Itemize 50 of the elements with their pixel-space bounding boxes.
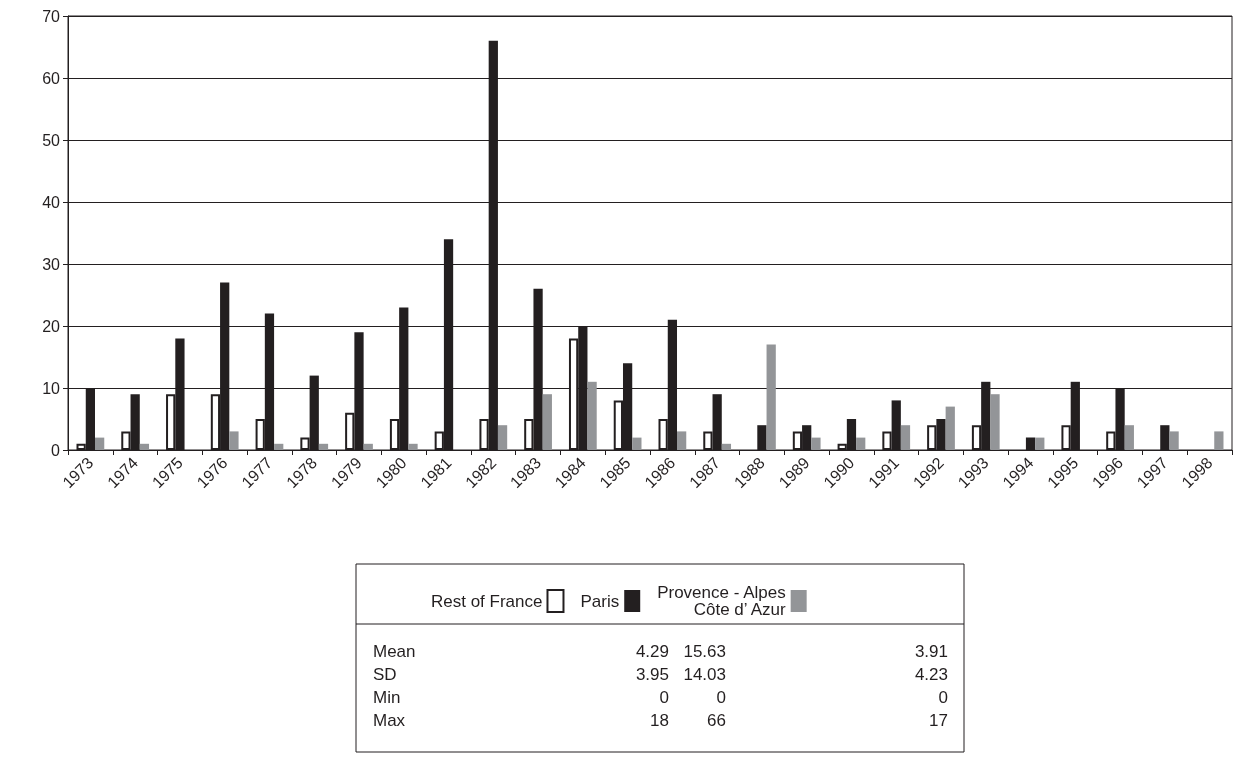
bar xyxy=(945,406,955,450)
bar xyxy=(900,425,911,450)
bar xyxy=(587,381,597,450)
bar xyxy=(677,431,687,450)
text: Mean xyxy=(373,641,416,661)
bar xyxy=(811,437,821,450)
text: 0 xyxy=(659,687,669,707)
bar xyxy=(363,443,373,450)
text: 0 xyxy=(938,687,948,707)
y-tick-label: 30 xyxy=(42,255,61,273)
text: Min xyxy=(373,687,401,707)
y-tick-label: 40 xyxy=(42,193,61,211)
text: 3.95 xyxy=(635,664,669,684)
bar xyxy=(95,437,105,450)
bar xyxy=(497,425,508,450)
legend-label: Paris xyxy=(580,591,620,611)
bar xyxy=(1169,431,1179,450)
bar xyxy=(856,437,866,450)
text: 17 xyxy=(929,710,948,730)
legend-label: Provence - Alpes Côte d’ Azur xyxy=(657,583,786,619)
text: 18 xyxy=(650,710,669,730)
text: 66 xyxy=(707,710,726,730)
bar xyxy=(721,443,732,450)
y-tick-label: 60 xyxy=(42,69,61,87)
y-tick-label: 50 xyxy=(42,131,61,149)
bar xyxy=(318,443,329,450)
legend-label: Rest of France xyxy=(430,591,543,611)
bar xyxy=(1214,431,1224,450)
y-tick-label: 20 xyxy=(42,317,61,335)
text: Max xyxy=(373,710,406,730)
text: 4.23 xyxy=(914,664,948,684)
y-tick-label: 0 xyxy=(51,441,61,459)
bar xyxy=(274,443,284,450)
text: 4.29 xyxy=(635,641,669,661)
bar xyxy=(990,394,1000,450)
bar xyxy=(766,344,776,450)
bar xyxy=(1035,437,1045,450)
text: 0 xyxy=(716,687,726,707)
text: 14.03 xyxy=(683,664,726,684)
text: SD xyxy=(373,664,397,684)
y-tick-label: 10 xyxy=(42,379,61,397)
bar xyxy=(542,394,552,450)
bar xyxy=(632,437,642,450)
y-tick-label: 70 xyxy=(42,7,61,25)
text: 3.91 xyxy=(914,641,948,661)
bar xyxy=(408,443,418,450)
text: 15.63 xyxy=(683,641,726,661)
bar xyxy=(1124,425,1134,450)
bar xyxy=(139,443,150,450)
bar xyxy=(229,431,239,450)
